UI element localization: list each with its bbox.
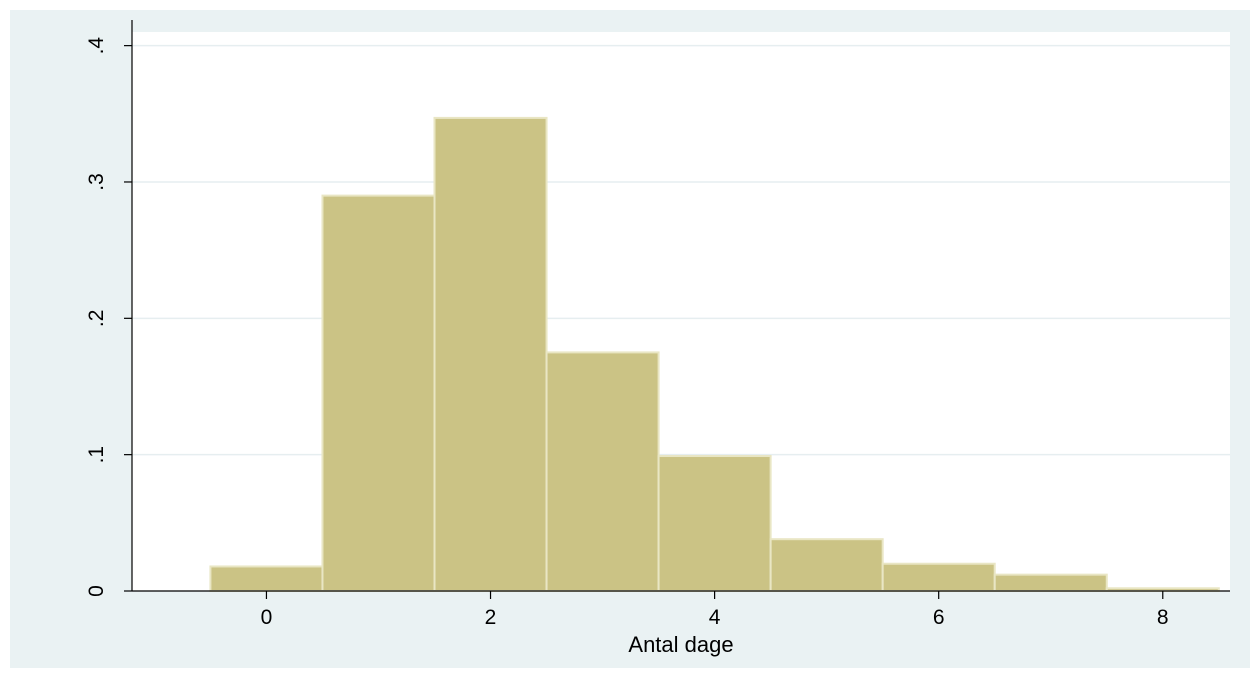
bar-3	[545, 351, 660, 592]
bar-4	[657, 455, 772, 592]
bar-2	[433, 116, 548, 593]
y-tick-label-2: .2	[85, 310, 108, 328]
x-tick-label-1: 2	[485, 606, 497, 629]
bar-1	[321, 194, 436, 593]
tick-labels: 0 .1 .2 .3 .4 0 2 4 6 8	[85, 37, 1169, 629]
y-tick-label-0: 0	[85, 585, 108, 597]
y-tick-label-3: .3	[85, 173, 108, 191]
x-tick-label-3: 6	[933, 606, 945, 629]
axes	[124, 20, 1230, 599]
x-axis-title: Antal dage	[628, 632, 733, 657]
bar-7	[993, 573, 1108, 593]
bar-0	[209, 565, 324, 593]
y-tick-label-1: .1	[85, 446, 108, 464]
x-tick-label-4: 8	[1157, 606, 1169, 629]
bar-5	[769, 538, 884, 593]
x-tick-label-0: 0	[261, 606, 273, 629]
y-tick-label-4: .4	[85, 37, 108, 55]
bar-6	[881, 562, 996, 592]
x-tick-label-2: 4	[709, 606, 721, 629]
grid-lines	[132, 44, 1230, 456]
